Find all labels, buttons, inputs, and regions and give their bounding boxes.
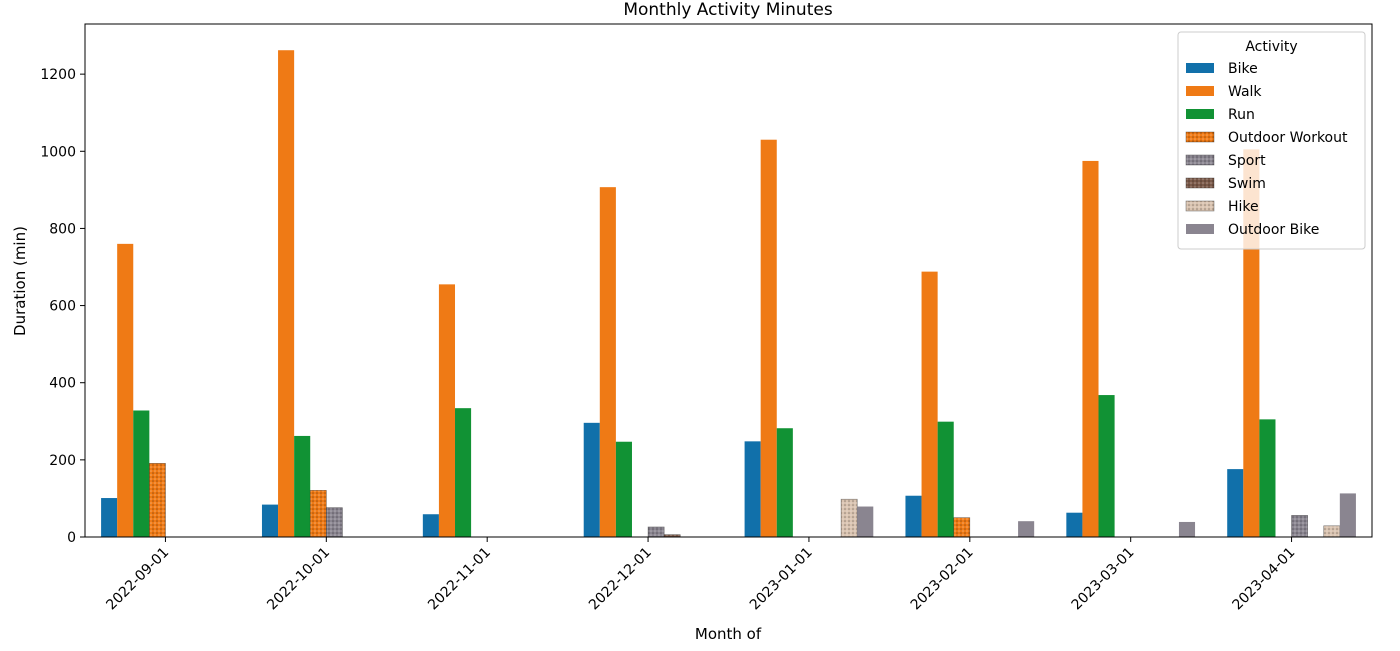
- x-tick-label: 2023-02-01: [908, 545, 977, 614]
- bar-bike-2022-12-01: [583, 422, 600, 537]
- bar-run-2023-01-01: [776, 428, 793, 537]
- legend-swatch: [1186, 224, 1214, 234]
- bar-bike-2023-02-01: [905, 495, 922, 537]
- y-tick-label: 200: [49, 453, 76, 469]
- axes: 0 200 400 600 800 1000 1200 2022-09-01 2022-10-0…: [40, 23, 1373, 614]
- legend-label: Run: [1228, 107, 1255, 123]
- bar-outdoor-workout-2023-02-01: [953, 517, 971, 538]
- legend-label: Outdoor Workout: [1228, 130, 1348, 146]
- legend-swatch: [1185, 131, 1215, 143]
- x-tick-label: 2022-11-01: [425, 545, 494, 614]
- bar-walk-2022-12-01: [599, 187, 616, 537]
- legend-box: [1177, 31, 1366, 250]
- bar-sport-2022-12-01: [647, 526, 665, 538]
- legend-swatch: [1186, 86, 1214, 96]
- bar-outdoor-bike-2023-01-01: [857, 506, 874, 537]
- bar-hike-2023-04-01: [1323, 525, 1341, 538]
- x-tick-label: 2023-03-01: [1069, 545, 1138, 614]
- bar-run-2022-12-01: [615, 441, 632, 537]
- y-tick-label: 1200: [40, 67, 76, 83]
- y-tick-label: 0: [67, 530, 76, 546]
- y-tick-label: 1000: [40, 144, 76, 160]
- chart-title: Monthly Activity Minutes: [623, 0, 833, 20]
- legend: Activity Bike Walk Run Outdoor Workout Sport S…: [1177, 31, 1366, 250]
- legend-swatch: [1186, 63, 1214, 73]
- bar-bike-2023-04-01: [1227, 469, 1244, 537]
- legend-swatch: [1186, 109, 1214, 119]
- bar-sport-2022-10-01: [326, 507, 343, 538]
- legend-label: Bike: [1228, 61, 1258, 77]
- x-axis-label: Month of: [695, 625, 762, 643]
- bar-outdoor-bike-2023-03-01: [1178, 521, 1196, 537]
- bar-sport-2023-04-01: [1291, 515, 1308, 538]
- bar-outdoor-bike-2023-02-01: [1018, 521, 1035, 537]
- bar-walk-2023-02-01: [921, 271, 938, 537]
- legend-swatch: [1185, 200, 1215, 212]
- legend-label: Hike: [1228, 199, 1259, 215]
- bar-bike-2022-10-01: [261, 504, 279, 537]
- bar-run-2023-02-01: [937, 421, 954, 537]
- x-tick-label: 2022-09-01: [103, 545, 172, 614]
- y-axis-label: Duration (min): [11, 226, 29, 336]
- y-tick-label: 600: [49, 299, 76, 315]
- legend-label: Outdoor Bike: [1228, 222, 1319, 238]
- bar-outdoor-bike-2023-04-01: [1339, 493, 1356, 537]
- bar-bike-2022-09-01: [101, 498, 118, 537]
- bar-run-2022-09-01: [133, 410, 150, 537]
- x-tick-label: 2023-04-01: [1230, 545, 1299, 614]
- legend-label: Swim: [1228, 176, 1266, 192]
- legend-swatch: [1185, 177, 1215, 189]
- bar-bike-2023-01-01: [744, 441, 761, 537]
- bar-hike-2023-01-01: [840, 498, 858, 538]
- bar-run-2022-11-01: [455, 408, 472, 537]
- bar-bike-2023-03-01: [1066, 512, 1083, 537]
- legend-label: Sport: [1228, 153, 1266, 169]
- x-tick-label: 2023-01-01: [747, 545, 816, 614]
- bar-run-2023-04-01: [1259, 419, 1276, 537]
- y-tick-label: 800: [49, 221, 76, 237]
- bar-run-2022-10-01: [294, 435, 311, 537]
- bar-walk-2022-11-01: [438, 284, 456, 537]
- plot-frame: [84, 23, 1373, 538]
- bar-bike-2022-11-01: [422, 514, 439, 537]
- y-tick-label: 400: [49, 376, 76, 392]
- bar-run-2023-03-01: [1098, 395, 1115, 537]
- bar-outdoor-workout-2022-09-01: [149, 463, 166, 538]
- bar-walk-2022-10-01: [278, 50, 295, 537]
- legend-title: Activity: [1245, 39, 1297, 55]
- bar-outdoor-workout-2022-10-01: [309, 490, 327, 538]
- bar-walk-2022-09-01: [117, 243, 134, 538]
- legend-label: Walk: [1228, 84, 1262, 100]
- x-tick-label: 2022-10-01: [264, 545, 333, 614]
- plot-area: [101, 50, 1356, 538]
- bar-walk-2023-03-01: [1082, 160, 1099, 537]
- legend-swatch: [1185, 154, 1215, 166]
- bar-walk-2023-01-01: [760, 139, 777, 537]
- x-tick-label: 2022-12-01: [586, 545, 655, 614]
